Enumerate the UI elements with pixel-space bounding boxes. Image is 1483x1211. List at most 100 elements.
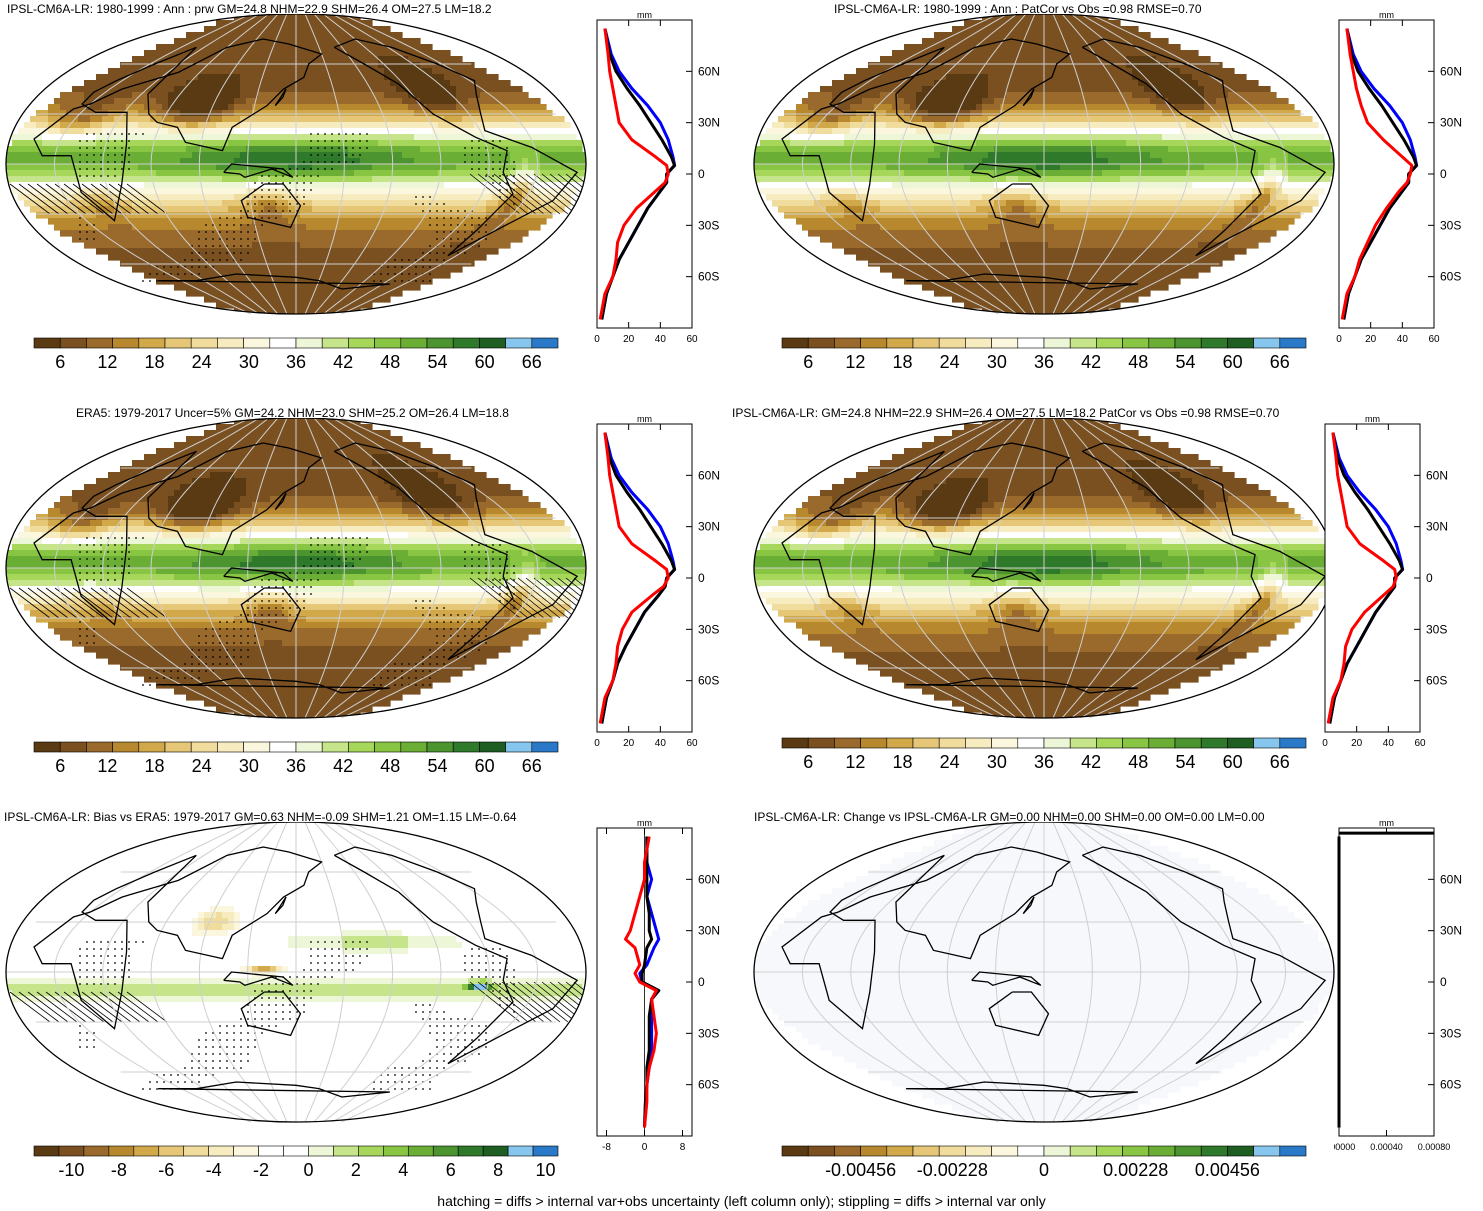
- field-cell: [378, 284, 385, 291]
- field-cell: [186, 188, 193, 195]
- field-cell: [318, 128, 325, 135]
- field-cell: [438, 122, 445, 129]
- field-cell: [522, 104, 529, 111]
- field-cell: [168, 230, 175, 237]
- field-cell: [1018, 32, 1025, 39]
- field-cell: [66, 98, 73, 105]
- field-cell: [192, 128, 199, 135]
- field-cell: [54, 122, 61, 129]
- field-cell: [892, 56, 899, 63]
- field-cell: [198, 128, 205, 135]
- field-cell: [964, 26, 971, 33]
- field-cell: [216, 44, 223, 51]
- field-cell: [228, 188, 235, 195]
- field-cell: [294, 122, 301, 129]
- field-cell: [534, 110, 541, 117]
- field-cell: [384, 98, 391, 105]
- field-cell: [324, 80, 331, 87]
- field-cell: [1042, 26, 1049, 33]
- field-cell: [300, 44, 307, 51]
- field-cell: [144, 224, 151, 231]
- field-cell: [168, 176, 175, 183]
- field-cell: [324, 44, 331, 51]
- field-cell: [318, 164, 325, 171]
- field-cell: [480, 200, 487, 207]
- field-cell: [958, 104, 965, 111]
- field-cell: [1054, 104, 1061, 111]
- field-cell: [384, 260, 391, 267]
- field-cell: [264, 122, 271, 129]
- field-cell: [294, 50, 301, 57]
- field-cell: [396, 212, 403, 219]
- field-cell: [282, 254, 289, 261]
- field-cell: [1054, 26, 1061, 33]
- field-cell: [192, 86, 199, 93]
- field-cell: [60, 134, 67, 141]
- field-cell: [354, 26, 361, 33]
- field-cell: [1114, 68, 1121, 75]
- field-cell: [102, 230, 109, 237]
- field-cell: [468, 62, 475, 69]
- field-cell: [222, 32, 229, 39]
- field-cell: [288, 212, 295, 219]
- field-cell: [546, 200, 553, 207]
- field-cell: [204, 224, 211, 231]
- field-cell: [12, 182, 19, 189]
- field-cell: [456, 200, 463, 207]
- field-cell: [952, 38, 959, 45]
- field-cell: [504, 98, 511, 105]
- field-cell: [576, 146, 583, 153]
- field-cell: [396, 80, 403, 87]
- field-cell: [168, 254, 175, 261]
- field-cell: [546, 164, 553, 171]
- field-cell: [210, 92, 217, 99]
- field-cell: [162, 146, 169, 153]
- field-cell: [414, 38, 421, 45]
- field-cell: [408, 242, 415, 249]
- stipple-dot: [422, 280, 424, 282]
- field-cell: [468, 146, 475, 153]
- field-cell: [210, 248, 217, 255]
- field-cell: [1078, 62, 1085, 69]
- field-cell: [456, 194, 463, 201]
- field-cell: [138, 194, 145, 201]
- field-cell: [468, 212, 475, 219]
- stipple-dot: [450, 224, 452, 226]
- field-cell: [504, 134, 511, 141]
- field-cell: [306, 80, 313, 87]
- field-cell: [1090, 38, 1097, 45]
- field-cell: [546, 212, 553, 219]
- field-cell: [348, 278, 355, 285]
- field-cell: [444, 56, 451, 63]
- field-cell: [450, 260, 457, 267]
- field-cell: [396, 188, 403, 195]
- field-cell: [348, 248, 355, 255]
- stipple-dot: [499, 175, 501, 177]
- field-cell: [498, 104, 505, 111]
- field-cell: [264, 284, 271, 291]
- field-cell: [516, 110, 523, 117]
- field-cell: [438, 194, 445, 201]
- field-cell: [456, 68, 463, 75]
- field-cell: [414, 182, 421, 189]
- field-cell: [276, 236, 283, 243]
- field-cell: [276, 32, 283, 39]
- field-cell: [970, 44, 977, 51]
- field-cell: [1006, 98, 1013, 105]
- field-cell: [60, 170, 67, 177]
- stipple-dot: [275, 203, 277, 205]
- colorbar-swatch: [112, 337, 140, 349]
- field-cell: [210, 158, 217, 165]
- field-cell: [832, 110, 839, 117]
- field-cell: [120, 92, 127, 99]
- field-cell: [402, 284, 409, 291]
- field-cell: [120, 188, 127, 195]
- field-cell: [528, 98, 535, 105]
- field-cell: [1030, 104, 1037, 111]
- field-cell: [162, 176, 169, 183]
- field-cell: [480, 182, 487, 189]
- field-cell: [288, 200, 295, 207]
- field-cell: [994, 32, 1001, 39]
- field-cell: [138, 218, 145, 225]
- stipple-dot: [422, 252, 424, 254]
